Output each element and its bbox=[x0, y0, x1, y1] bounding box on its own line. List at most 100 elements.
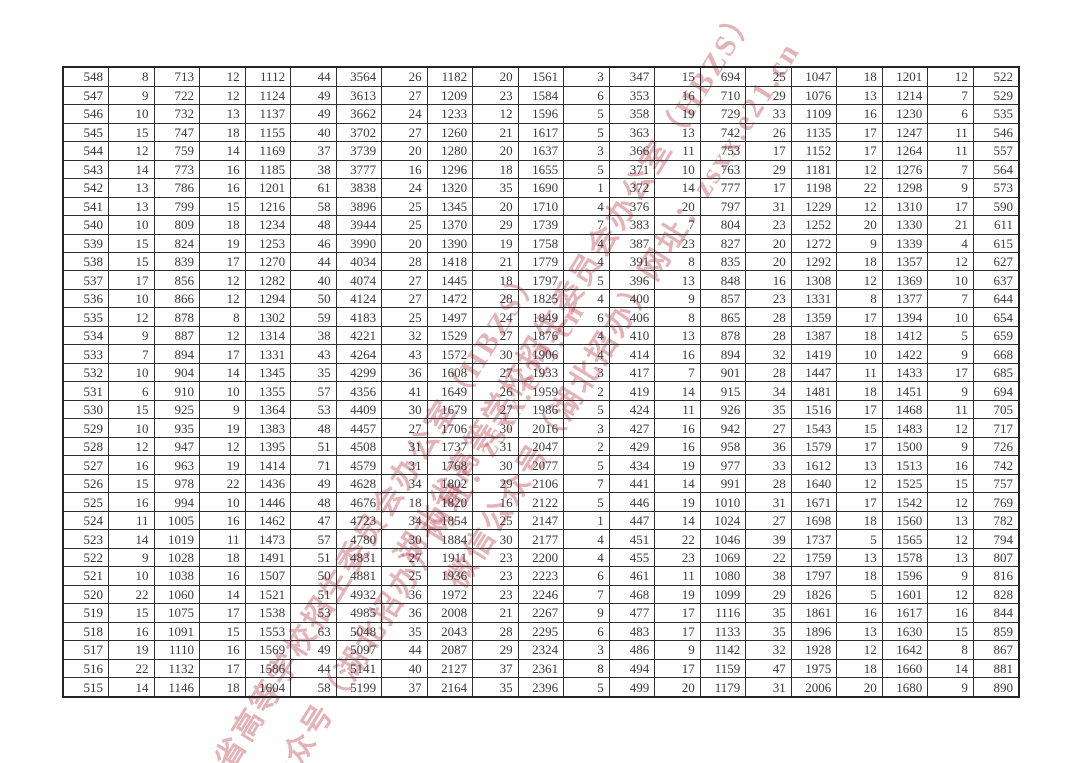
table-cell: 1046 bbox=[699, 529, 747, 549]
table-cell: 19 bbox=[199, 233, 246, 254]
table-cell: 11 bbox=[654, 141, 701, 161]
table-cell: 777 bbox=[699, 178, 747, 198]
table-cell: 4264 bbox=[335, 344, 383, 364]
table-cell: 406 bbox=[608, 307, 656, 327]
table-cell: 47 bbox=[290, 510, 337, 531]
table-cell: 25 bbox=[472, 510, 519, 531]
table-cell: 705 bbox=[972, 399, 1020, 420]
table-row: 538 15 839 17 1270 44 4034 28 1418 21 1779 4 391 8 835… bbox=[62, 251, 1020, 272]
table-cell: 3896 bbox=[335, 196, 383, 217]
table-cell: 17 bbox=[108, 270, 155, 290]
table-cell: 782 bbox=[972, 510, 1020, 531]
table-cell: 18 bbox=[199, 677, 246, 698]
table-row: 516 22 1132 17 1586 44 5141 40 2127 37 2361 8 494 17 1… bbox=[62, 658, 1020, 679]
table-cell: 4 bbox=[927, 233, 974, 254]
table-cell: 34 bbox=[381, 473, 428, 494]
table-cell: 1516 bbox=[790, 399, 838, 420]
table-cell: 12 bbox=[836, 473, 883, 494]
table-cell: 963 bbox=[153, 455, 201, 475]
table-cell: 38 bbox=[745, 566, 792, 586]
table-cell: 1216 bbox=[244, 196, 292, 217]
table-cell: 358 bbox=[608, 104, 656, 124]
table-cell: 856 bbox=[153, 270, 201, 290]
table-cell: 13 bbox=[836, 621, 883, 642]
table-cell: 24 bbox=[381, 104, 428, 124]
table-cell: 1198 bbox=[790, 178, 838, 198]
table-cell: 1462 bbox=[244, 510, 292, 531]
table-cell: 1132 bbox=[153, 658, 201, 679]
table-cell: 5 bbox=[563, 104, 610, 124]
table-cell: 12 bbox=[836, 159, 883, 180]
table-cell: 17 bbox=[836, 307, 883, 327]
table-cell: 13 bbox=[836, 455, 883, 475]
table-cell: 50 bbox=[290, 288, 337, 309]
table-cell: 543 bbox=[62, 159, 110, 180]
table-cell: 30 bbox=[381, 399, 428, 420]
table-cell: 6 bbox=[108, 381, 155, 401]
table-row: 537 17 856 12 1282 40 4074 27 1445 18 1797 5 396 13 84… bbox=[62, 270, 1020, 290]
table-cell: 1710 bbox=[517, 196, 565, 217]
table-cell: 1451 bbox=[881, 381, 929, 401]
table-cell: 6 bbox=[563, 621, 610, 642]
table-cell: 534 bbox=[62, 325, 110, 346]
table-cell: 1680 bbox=[881, 677, 929, 698]
table-cell: 1543 bbox=[790, 418, 838, 438]
table-cell: 44 bbox=[290, 251, 337, 272]
table-cell: 1507 bbox=[244, 566, 292, 586]
table-cell: 1292 bbox=[790, 251, 838, 272]
table-cell: 8 bbox=[927, 640, 974, 660]
table-cell: 1390 bbox=[426, 233, 474, 254]
table-cell: 894 bbox=[699, 344, 747, 364]
table-cell: 29 bbox=[472, 473, 519, 494]
table-cell: 5199 bbox=[335, 677, 383, 698]
table-cell: 10 bbox=[108, 288, 155, 309]
table-cell: 18 bbox=[836, 251, 883, 272]
table-cell: 371 bbox=[608, 159, 656, 180]
table-cell: 4579 bbox=[335, 455, 383, 475]
table-cell: 25 bbox=[381, 307, 428, 327]
table-cell: 1436 bbox=[244, 473, 292, 494]
table-cell: 4508 bbox=[335, 436, 383, 457]
table-cell: 1739 bbox=[517, 215, 565, 235]
table-cell: 40 bbox=[381, 658, 428, 679]
table-cell: 25 bbox=[381, 215, 428, 235]
table-cell: 1038 bbox=[153, 566, 201, 586]
table-cell: 3564 bbox=[335, 66, 383, 87]
table-cell: 809 bbox=[153, 215, 201, 235]
table-cell: 35 bbox=[472, 178, 519, 198]
table-cell: 1861 bbox=[790, 603, 838, 623]
table-row: 520 22 1060 14 1521 51 4932 36 1972 23 2246 7 468 19 1… bbox=[62, 584, 1020, 605]
table-cell: 904 bbox=[153, 362, 201, 383]
table-cell: 366 bbox=[608, 141, 656, 161]
table-cell: 43 bbox=[290, 344, 337, 364]
table-cell: 12 bbox=[108, 141, 155, 161]
table-cell: 573 bbox=[972, 178, 1020, 198]
table-cell: 28 bbox=[745, 473, 792, 494]
table-cell: 15 bbox=[199, 621, 246, 642]
table-cell: 14 bbox=[654, 473, 701, 494]
table-cell: 1758 bbox=[517, 233, 565, 254]
table-cell: 1560 bbox=[881, 510, 929, 531]
table-cell: 994 bbox=[153, 492, 201, 512]
table-cell: 4183 bbox=[335, 307, 383, 327]
table-cell: 21 bbox=[472, 122, 519, 143]
table-row: 528 12 947 12 1395 51 4508 31 1737 31 2047 2 429 16 95… bbox=[62, 436, 1020, 457]
table-cell: 14 bbox=[654, 381, 701, 401]
table-cell: 28 bbox=[472, 288, 519, 309]
table-cell: 20 bbox=[654, 677, 701, 698]
table-cell: 13 bbox=[199, 104, 246, 124]
table-cell: 19 bbox=[654, 455, 701, 475]
table-cell: 1418 bbox=[426, 251, 474, 272]
table-cell: 1116 bbox=[699, 603, 747, 623]
table-cell: 26 bbox=[745, 122, 792, 143]
table-cell: 1185 bbox=[244, 159, 292, 180]
table-cell: 5 bbox=[836, 584, 883, 605]
table-cell: 1201 bbox=[881, 66, 929, 87]
table-cell: 26 bbox=[381, 66, 428, 87]
table-cell: 7 bbox=[563, 215, 610, 235]
table-cell: 468 bbox=[608, 584, 656, 605]
table-cell: 1234 bbox=[244, 215, 292, 235]
table-cell: 1521 bbox=[244, 584, 292, 605]
table-cell: 451 bbox=[608, 529, 656, 549]
table-cell: 8 bbox=[108, 66, 155, 87]
